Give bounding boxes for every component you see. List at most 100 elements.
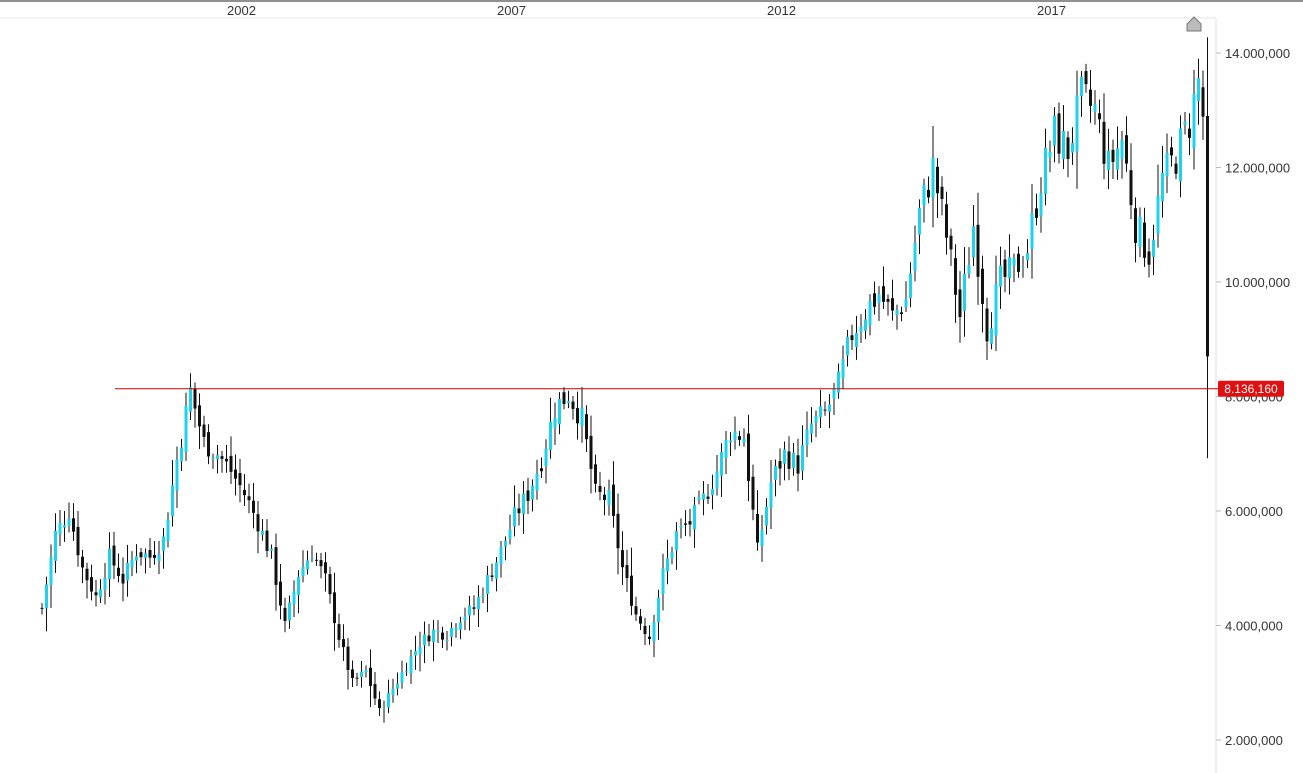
candle: [139, 548, 143, 566]
candle: [1170, 136, 1173, 167]
candle-body-up: [261, 530, 264, 535]
candle-body-down: [949, 235, 953, 250]
candle-body-up: [108, 548, 111, 580]
candle-body-up: [580, 407, 584, 426]
candle-body-down: [319, 560, 323, 567]
candle: [58, 510, 62, 546]
candle: [895, 304, 899, 330]
candle: [414, 635, 417, 670]
candle-body-up: [157, 554, 161, 561]
candle: [652, 614, 656, 658]
candle: [1030, 184, 1034, 279]
candle: [342, 624, 345, 661]
candle-body-up: [130, 559, 134, 568]
candle-body-down: [324, 562, 327, 574]
candle: [346, 637, 350, 690]
candle-body-down: [1066, 137, 1070, 159]
candle-body-down: [490, 575, 494, 577]
candle-body-down: [1089, 89, 1092, 106]
reference-line-group: 8.136,160: [115, 380, 1284, 397]
candle-body-up: [1152, 239, 1155, 257]
candle: [526, 477, 530, 514]
candle: [445, 631, 449, 651]
candle-body-down: [639, 616, 642, 624]
candle: [814, 410, 818, 438]
candle-body-down: [328, 574, 332, 595]
candle-body-down: [1125, 135, 1128, 164]
candle-body-down: [1129, 170, 1133, 206]
candle: [486, 565, 489, 613]
candle: [967, 247, 971, 279]
candle-body-down: [279, 581, 282, 606]
candle: [355, 672, 359, 686]
candle: [621, 531, 624, 586]
candle: [126, 544, 129, 597]
candle-body-down: [1188, 128, 1191, 138]
candle-body-up: [400, 672, 404, 683]
candle: [576, 391, 579, 440]
x-tick-label: 2002: [227, 3, 256, 18]
candle-body-down: [648, 636, 651, 640]
candle-body-down: [1035, 208, 1038, 218]
candle: [567, 390, 570, 409]
candle-body-up: [1161, 172, 1164, 202]
candle: [1098, 99, 1101, 134]
candle: [351, 660, 354, 687]
candle-body-down: [198, 405, 201, 427]
candle: [715, 454, 719, 496]
candle-body-up: [54, 530, 57, 561]
candle-body-up: [63, 525, 66, 528]
candle: [459, 616, 462, 640]
candle: [549, 397, 552, 459]
candle: [391, 678, 395, 703]
candle-body-up: [67, 518, 71, 526]
candle-body-up: [913, 242, 917, 271]
candle-body-up: [711, 489, 714, 496]
candle-body-down: [738, 436, 741, 440]
candle-body-down: [882, 286, 885, 302]
candle: [517, 493, 521, 526]
candle-body-up: [675, 531, 678, 551]
candle: [1026, 239, 1029, 269]
candle-body-up: [702, 493, 705, 500]
candle: [972, 204, 975, 267]
candle-body-down: [1134, 208, 1137, 243]
candle: [994, 255, 998, 352]
scroll-up-button[interactable]: [1186, 16, 1202, 32]
candle: [1048, 140, 1052, 173]
candle: [468, 595, 471, 631]
candle-body-down: [153, 554, 156, 558]
candle: [756, 490, 759, 551]
candle-body-down: [571, 401, 575, 409]
candle-body-up: [720, 452, 723, 476]
candle: [585, 405, 588, 452]
candle-body-down: [76, 526, 80, 556]
candle: [333, 572, 336, 651]
candle: [144, 548, 147, 574]
candle-body-up: [166, 519, 170, 542]
candle: [1134, 197, 1137, 263]
home-arrow-icon[interactable]: [1186, 16, 1202, 32]
candle: [985, 297, 989, 361]
candle: [945, 191, 948, 255]
candle-body-up: [868, 300, 872, 326]
candle: [571, 396, 575, 420]
candle: [1179, 115, 1182, 198]
candle: [963, 246, 966, 337]
candle: [1201, 70, 1205, 140]
candle-body-up: [1008, 257, 1011, 279]
candle-body-down: [517, 508, 521, 514]
candle-body-up: [405, 671, 408, 673]
x-tick-label: 2007: [497, 3, 526, 18]
candle: [72, 503, 75, 541]
candle-body-up: [1197, 78, 1200, 102]
candle-body-down: [274, 547, 278, 585]
candle: [63, 511, 66, 542]
candle: [108, 532, 111, 598]
candle-body-up: [1030, 213, 1034, 249]
candle-body-down: [1201, 87, 1205, 117]
candle-body-down: [540, 468, 543, 472]
candle: [360, 661, 363, 688]
candle: [229, 436, 233, 484]
